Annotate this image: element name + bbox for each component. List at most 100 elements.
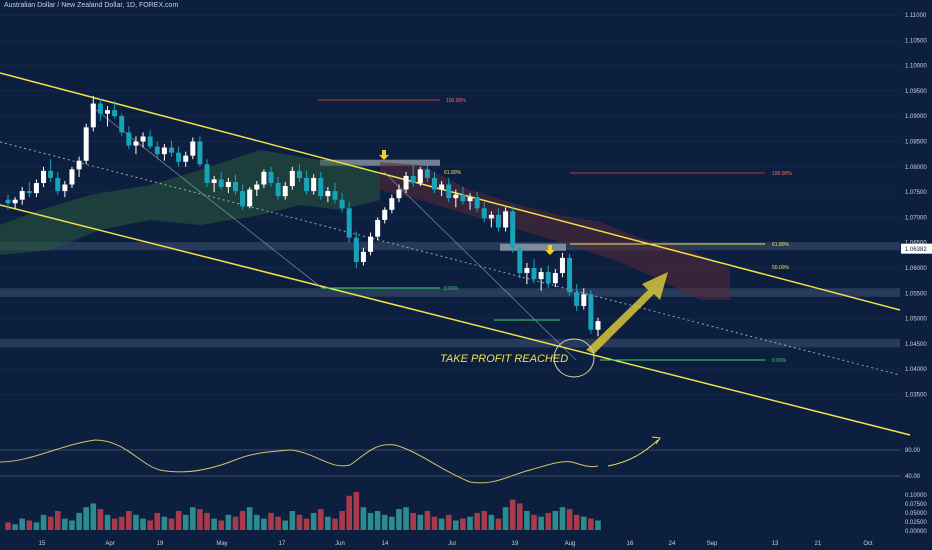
candle-body xyxy=(97,103,103,114)
candle-body xyxy=(254,184,260,190)
volume-bar xyxy=(559,507,566,530)
candle-body xyxy=(133,141,139,146)
candle-body xyxy=(424,169,430,178)
candle-body xyxy=(517,247,523,274)
volume-bar xyxy=(552,511,559,530)
candle-body xyxy=(218,179,224,188)
fib-label: 50.00% xyxy=(772,265,790,271)
volume-bar xyxy=(147,520,153,530)
volume-bar xyxy=(239,511,246,530)
volume-bar xyxy=(275,516,281,530)
x-tick-label: 19 xyxy=(512,541,519,547)
candle-body xyxy=(396,189,402,199)
volume-bar xyxy=(502,507,509,530)
oscillator-arrow-icon xyxy=(651,436,661,445)
volume-bar xyxy=(460,518,466,530)
volume-bar xyxy=(225,514,232,530)
candle-body xyxy=(211,179,217,183)
oscillator-line xyxy=(0,439,599,484)
volume-tick-label: 0.02500 xyxy=(905,520,927,526)
volume-bar xyxy=(190,507,196,530)
candle-body xyxy=(510,211,516,248)
volume-bar xyxy=(19,518,26,530)
price-tick-label: 1.05000 xyxy=(905,317,927,323)
price-tick-label: 1.11000 xyxy=(905,13,927,19)
volume-bar xyxy=(175,511,182,530)
volume-bar xyxy=(573,514,580,530)
candle-body xyxy=(325,191,331,197)
candle-body xyxy=(183,155,189,162)
candle-body xyxy=(403,175,409,190)
price-tick-label: 1.08500 xyxy=(905,140,927,146)
projection-arrow-icon xyxy=(586,272,668,354)
candle-body xyxy=(268,171,274,183)
x-tick-label: 19 xyxy=(157,541,164,547)
candle-body xyxy=(119,116,125,133)
x-tick-label: 16 xyxy=(627,541,634,547)
price-tick-label: 1.07000 xyxy=(905,215,927,221)
candle-body xyxy=(190,141,196,156)
fib-diagonal-2 xyxy=(383,171,577,361)
volume-bar xyxy=(197,509,203,530)
candle-body xyxy=(296,170,302,178)
x-tick-label: Jul xyxy=(448,541,456,547)
volume-bar xyxy=(531,514,537,530)
volume-bar xyxy=(353,492,360,530)
fib-label: 100.00% xyxy=(772,171,792,177)
volume-bar xyxy=(282,520,289,530)
volume-bar xyxy=(360,507,367,530)
candle-body xyxy=(410,175,416,183)
candle-body xyxy=(225,181,231,188)
volume-bar xyxy=(90,503,97,530)
candle-body xyxy=(140,136,146,142)
price-tick-label: 1.09000 xyxy=(905,114,927,120)
volume-bar xyxy=(47,516,54,530)
volume-bar xyxy=(538,516,544,530)
candle-body xyxy=(240,191,246,207)
volume-bar xyxy=(566,509,573,530)
oscillator-tick-label: 40.00 xyxy=(905,474,921,480)
volume-tick-label: 0.07500 xyxy=(905,502,927,508)
candle-body xyxy=(559,257,565,274)
volume-bar xyxy=(83,507,89,530)
volume-bar xyxy=(54,511,61,530)
candle-body xyxy=(105,110,111,114)
candle-body xyxy=(588,294,594,330)
candle-body xyxy=(12,199,18,204)
x-tick-label: May xyxy=(216,541,227,547)
candle-body xyxy=(353,237,359,262)
candle-body xyxy=(439,184,445,190)
volume-bar xyxy=(26,520,33,530)
volume-bar xyxy=(588,518,594,530)
candle-body xyxy=(304,177,310,192)
x-tick-label: 17 xyxy=(279,541,286,547)
x-tick-label: 21 xyxy=(815,541,822,547)
volume-bar xyxy=(374,511,381,530)
candle-body xyxy=(76,160,82,170)
candle-body xyxy=(90,103,96,128)
candle-body xyxy=(26,191,32,194)
candle-body xyxy=(339,199,345,209)
x-tick-label: Aug xyxy=(565,541,576,547)
candle-body xyxy=(5,199,11,204)
candle-body xyxy=(360,251,366,262)
candle-body xyxy=(552,273,558,284)
volume-bar xyxy=(332,518,338,530)
volume-bar xyxy=(40,514,47,530)
price-tick-label: 1.07500 xyxy=(905,190,927,196)
candle-body xyxy=(495,214,501,228)
price-tick-label: 1.10000 xyxy=(905,64,927,70)
price-tick-label: 1.04000 xyxy=(905,367,927,373)
volume-bar xyxy=(62,518,68,530)
x-tick-label: 14 xyxy=(382,541,389,547)
candle-body xyxy=(69,169,75,185)
volume-tick-label: 0.05000 xyxy=(905,511,927,517)
volume-bar xyxy=(118,516,125,530)
current-price-tag xyxy=(901,243,932,254)
volume-bar xyxy=(168,518,175,530)
volume-bar xyxy=(524,511,530,530)
candle-body xyxy=(48,170,54,178)
volume-bar xyxy=(289,511,296,530)
volume-bar xyxy=(12,524,18,530)
